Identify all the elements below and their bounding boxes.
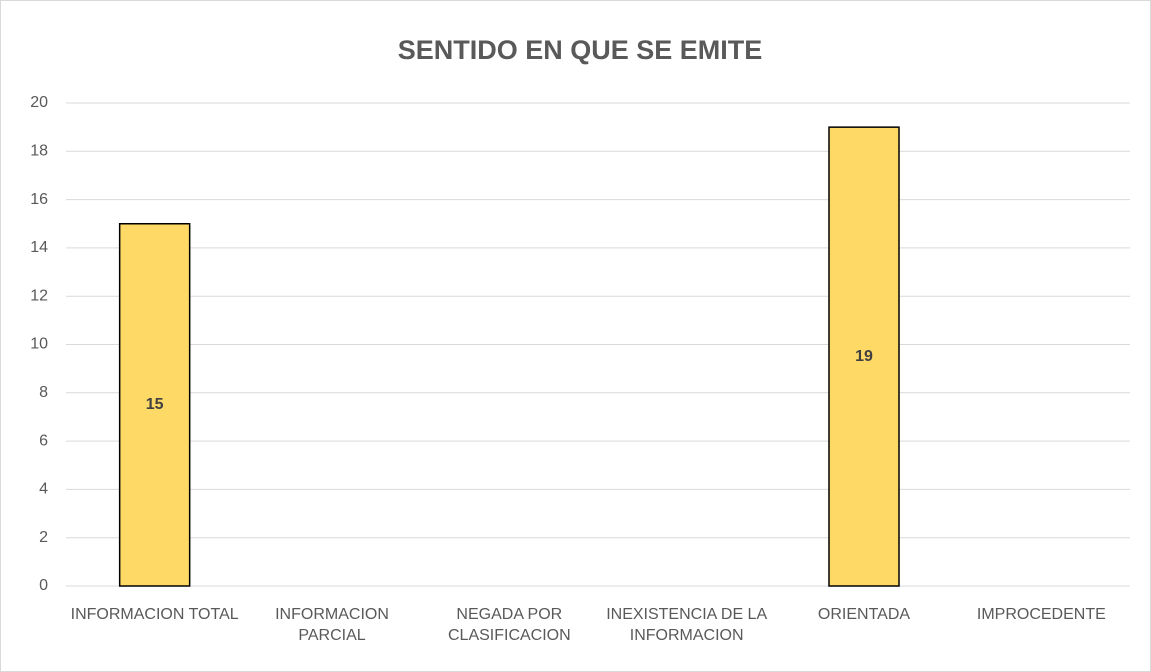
y-tick-label: 0 — [39, 577, 48, 594]
x-tick-label: IMPROCEDENTE — [976, 606, 1106, 623]
y-tick-label: 8 — [39, 384, 48, 401]
x-tick-label: NEGADA POR CLASIFICACION — [447, 606, 571, 644]
x-tick-label: INFORMACION TOTAL — [70, 606, 239, 623]
y-tick-label: 10 — [30, 336, 48, 353]
x-tick-label: INEXISTENCIA DE LA INFORMACION — [606, 606, 768, 644]
chart-title: SENTIDO EN QUE SE EMITE — [398, 35, 763, 65]
data-label: 19 — [855, 348, 873, 365]
x-tick-label: INFORMACION PARCIAL — [275, 606, 389, 644]
y-tick-label: 6 — [39, 432, 48, 449]
y-tick-label: 12 — [30, 287, 48, 304]
data-label: 15 — [146, 396, 164, 413]
y-tick-label: 2 — [39, 529, 48, 546]
y-tick-label: 4 — [39, 481, 48, 498]
y-tick-label: 16 — [30, 191, 48, 208]
bar — [118, 223, 191, 587]
y-tick-label: 18 — [30, 143, 48, 160]
x-tick-label: ORIENTADA — [817, 606, 911, 623]
y-tick-label: 20 — [30, 94, 48, 111]
bar — [828, 126, 900, 587]
y-tick-label: 14 — [30, 239, 48, 256]
